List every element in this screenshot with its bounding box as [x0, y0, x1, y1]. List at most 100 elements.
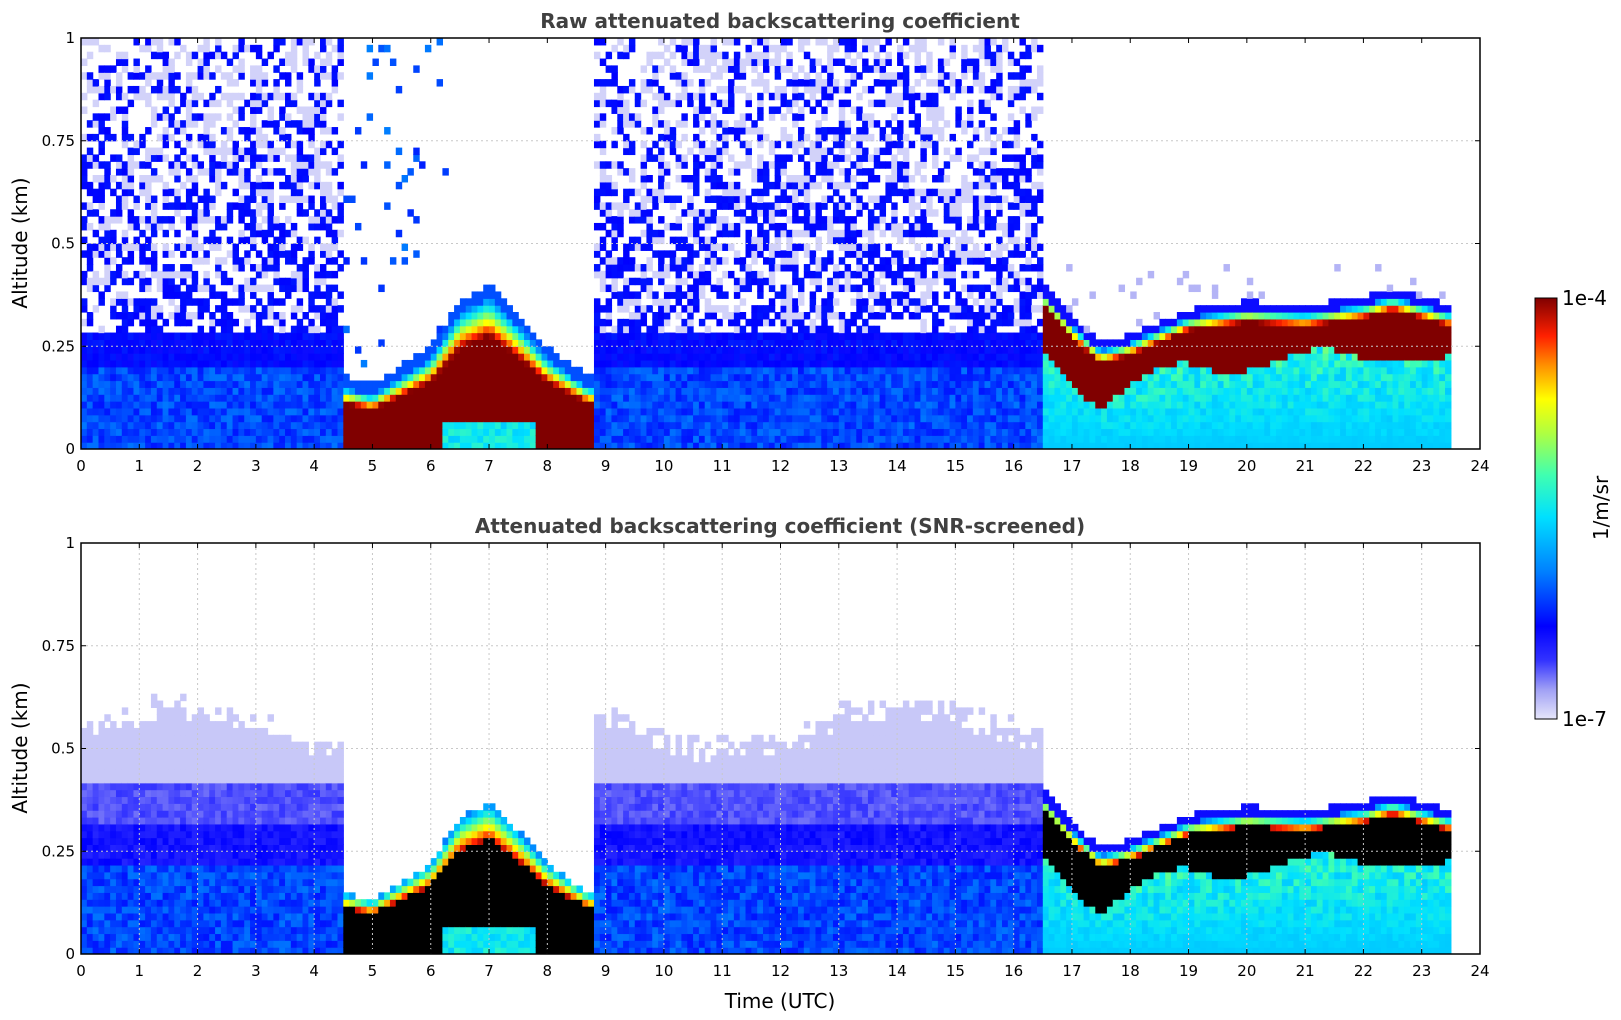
- heatmap-cell: [611, 407, 618, 416]
- heatmap-cell: [716, 435, 723, 443]
- heatmap-cell: [593, 250, 601, 258]
- heatmap-cell: [483, 394, 490, 402]
- heatmap-cell: [704, 353, 712, 361]
- heatmap-cell: [320, 387, 327, 395]
- heatmap-cell: [815, 147, 822, 156]
- heatmap-cell: [675, 195, 683, 203]
- heatmap-cell: [605, 209, 613, 217]
- heatmap-cell: [366, 414, 374, 423]
- heatmap-cell: [728, 168, 735, 176]
- heatmap-cell: [885, 85, 892, 94]
- heatmap-cell: [786, 99, 793, 108]
- heatmap-cell: [203, 209, 210, 217]
- heatmap-cell: [325, 216, 333, 224]
- heatmap-cell: [314, 106, 321, 114]
- heatmap-cell: [320, 332, 327, 340]
- heatmap-cell: [92, 421, 100, 430]
- heatmap-cell: [786, 106, 793, 114]
- heatmap-cell: [483, 332, 490, 340]
- heatmap-cell: [850, 188, 857, 197]
- heatmap-cell: [891, 428, 898, 436]
- heatmap-cell: [459, 380, 467, 388]
- heatmap-cell: [115, 435, 123, 443]
- heatmap-cell: [180, 401, 187, 409]
- heatmap-cell: [879, 44, 887, 53]
- heatmap-cell: [261, 332, 269, 340]
- heatmap-cell: [722, 65, 729, 73]
- heatmap-cell: [768, 44, 776, 53]
- heatmap-cell: [500, 318, 508, 327]
- heatmap-cell: [844, 366, 852, 375]
- heatmap-cell: [710, 380, 717, 388]
- heatmap-cell: [658, 216, 665, 224]
- heatmap-cell: [168, 394, 175, 402]
- heatmap-cell: [751, 346, 758, 354]
- heatmap-cell: [104, 270, 111, 279]
- heatmap-cell: [354, 435, 362, 443]
- heatmap-cell: [320, 195, 327, 203]
- heatmap-cell: [821, 257, 828, 265]
- heatmap-cell: [838, 181, 846, 190]
- heatmap-cell: [763, 229, 770, 238]
- heatmap-cell: [733, 305, 741, 313]
- heatmap-cell: [500, 394, 508, 402]
- heatmap-cell: [786, 257, 793, 265]
- heatmap-cell: [757, 58, 764, 66]
- heatmap-cell: [681, 359, 688, 368]
- heatmap-cell: [226, 202, 234, 210]
- heatmap-cell: [902, 401, 910, 409]
- heatmap-cell: [862, 113, 869, 121]
- heatmap-cell: [86, 428, 94, 436]
- heatmap-cell: [553, 373, 560, 382]
- heatmap-cell: [570, 380, 578, 388]
- heatmap-cell: [652, 51, 659, 60]
- heatmap-cell: [180, 312, 187, 320]
- heatmap-cell: [115, 291, 123, 299]
- heatmap-cell: [255, 270, 263, 279]
- heatmap-cell: [815, 222, 822, 231]
- heatmap-cell: [104, 229, 111, 238]
- heatmap-cell: [419, 414, 426, 423]
- heatmap-cell: [302, 387, 309, 395]
- heatmap-cell: [623, 339, 630, 347]
- heatmap-cell: [821, 373, 828, 382]
- heatmap-cell: [215, 65, 222, 73]
- heatmap-cell: [914, 359, 921, 368]
- heatmap-cell: [693, 277, 700, 286]
- heatmap-cell: [658, 51, 665, 60]
- heatmap-cell: [185, 154, 193, 162]
- heatmap-cell: [926, 305, 933, 313]
- heatmap-cell: [150, 147, 158, 156]
- heatmap-cell: [459, 325, 467, 334]
- heatmap-cell: [273, 120, 280, 128]
- heatmap-cell: [902, 291, 910, 299]
- heatmap-cell: [232, 140, 239, 149]
- heatmap-cell: [757, 209, 764, 217]
- heatmap-cell: [646, 85, 653, 94]
- heatmap-cell: [634, 202, 642, 210]
- heatmap-cell: [564, 359, 572, 368]
- heatmap-cell: [191, 298, 199, 306]
- heatmap-cell: [745, 113, 752, 121]
- heatmap-cell: [862, 407, 869, 416]
- heatmap-cell: [628, 147, 636, 156]
- heatmap-cell: [86, 318, 94, 327]
- heatmap-cell: [290, 332, 298, 340]
- heatmap-cell: [139, 380, 146, 388]
- heatmap-cell: [797, 298, 805, 306]
- heatmap-cell: [634, 92, 642, 101]
- heatmap-cell: [506, 353, 513, 361]
- heatmap-cell: [681, 154, 688, 162]
- heatmap-cell: [716, 318, 723, 327]
- heatmap-cell: [862, 325, 869, 334]
- heatmap-cell: [314, 373, 321, 382]
- heatmap-cell: [185, 380, 193, 388]
- heatmap-cell: [763, 332, 770, 340]
- heatmap-cell: [133, 366, 140, 375]
- heatmap-cell: [232, 428, 239, 436]
- heatmap-cell: [838, 168, 846, 176]
- heatmap-cell: [407, 209, 414, 217]
- heatmap-cell: [728, 428, 735, 436]
- heatmap-cell: [430, 373, 438, 382]
- heatmap-cell: [232, 298, 239, 306]
